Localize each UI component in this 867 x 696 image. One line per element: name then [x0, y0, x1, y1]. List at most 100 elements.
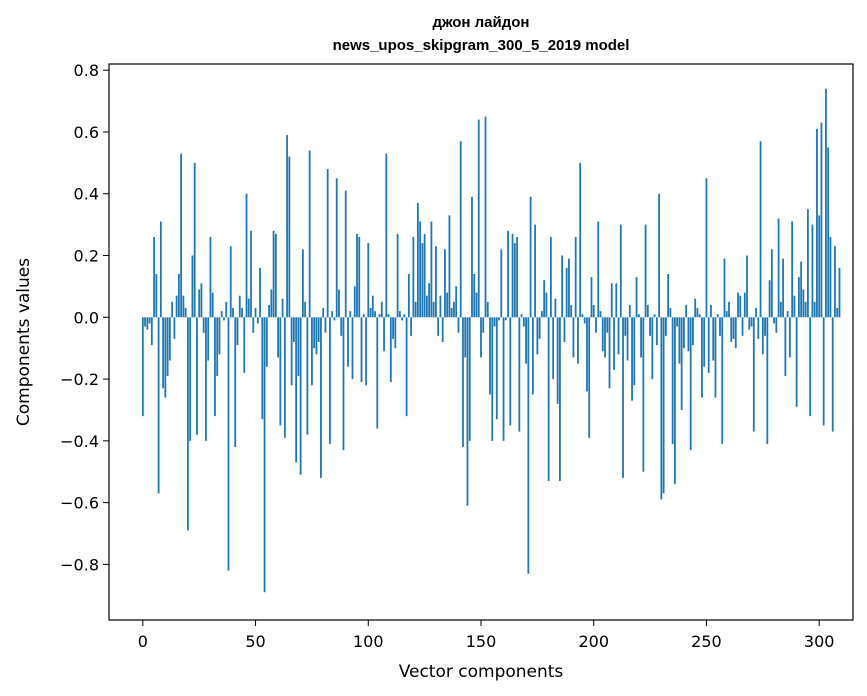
bar: [669, 308, 672, 318]
bar: [687, 317, 690, 352]
bar: [520, 314, 523, 318]
bar: [459, 141, 462, 318]
bar: [813, 301, 816, 318]
bar: [597, 221, 600, 318]
bar: [705, 178, 708, 318]
bar: [525, 317, 527, 364]
bar: [448, 215, 451, 318]
bar: [547, 317, 550, 481]
bar: [529, 196, 532, 318]
x-tick-label: 50: [245, 632, 265, 651]
bar: [380, 301, 383, 318]
bar: [793, 295, 796, 318]
y-tick-label: −0.8: [60, 555, 99, 574]
bar: [430, 221, 433, 318]
bar: [766, 317, 769, 444]
bar: [365, 317, 367, 386]
y-tick-label: −0.4: [60, 432, 99, 451]
bar: [376, 317, 379, 429]
bar: [786, 311, 789, 318]
bar: [153, 236, 155, 318]
bar: [286, 135, 289, 318]
bar: [252, 317, 255, 333]
bar: [755, 308, 757, 318]
bar: [353, 286, 356, 318]
bar: [552, 317, 555, 380]
bar: [797, 277, 800, 318]
bar: [818, 215, 821, 318]
bar: [570, 304, 573, 318]
bar: [141, 317, 144, 417]
bar: [791, 221, 794, 318]
bar: [313, 317, 316, 349]
bar: [640, 317, 642, 358]
bar: [509, 317, 512, 426]
bar: [750, 317, 753, 327]
bar: [396, 233, 399, 318]
bar: [784, 317, 787, 376]
bar: [836, 308, 839, 318]
bar: [782, 258, 785, 318]
bar: [254, 308, 257, 318]
bar: [649, 317, 651, 336]
bar: [619, 224, 622, 318]
bar: [205, 317, 207, 441]
bar: [723, 258, 726, 318]
bar: [435, 246, 437, 318]
bar: [631, 317, 633, 401]
bar: [196, 317, 198, 435]
bar: [829, 236, 832, 318]
y-tick-label: 0.8: [74, 61, 99, 80]
bar: [405, 317, 408, 417]
bar: [635, 277, 638, 318]
bar: [831, 317, 834, 432]
bar: [516, 236, 518, 318]
bar: [495, 317, 498, 420]
bar: [561, 255, 564, 318]
bar: [274, 233, 277, 318]
bar: [322, 308, 325, 318]
bar: [768, 280, 771, 318]
bar: [712, 317, 715, 361]
bar: [820, 122, 823, 318]
bar: [171, 301, 174, 318]
bar: [349, 311, 352, 318]
bar: [613, 317, 615, 370]
bar: [511, 233, 514, 318]
bar: [671, 317, 674, 444]
bar: [462, 317, 464, 448]
bar: [335, 178, 338, 318]
bar: [473, 274, 476, 318]
bar: [238, 295, 241, 318]
bar: [270, 289, 273, 318]
x-tick-label: 0: [138, 632, 148, 651]
bar: [371, 295, 374, 318]
bar: [234, 317, 237, 448]
bar: [531, 317, 534, 395]
bar: [471, 196, 473, 318]
bar: [637, 314, 640, 318]
bar: [464, 317, 467, 358]
bar: [538, 317, 541, 339]
x-tick-label: 250: [691, 632, 722, 651]
bar: [385, 153, 388, 318]
x-tick-label: 100: [353, 632, 384, 651]
bar: [502, 317, 505, 441]
bar: [211, 292, 214, 318]
bar: [261, 317, 264, 420]
y-tick-label: 0.2: [74, 247, 99, 266]
bar: [173, 317, 176, 339]
bar: [432, 301, 435, 318]
bar: [225, 301, 228, 318]
bar: [191, 255, 194, 318]
bar: [644, 224, 647, 318]
bar: [245, 193, 248, 318]
bar: [746, 255, 748, 318]
bar: [374, 311, 376, 318]
bar: [256, 317, 259, 324]
bar: [577, 317, 579, 364]
bar: [592, 304, 595, 318]
bar: [421, 243, 424, 318]
bar: [362, 314, 365, 318]
bar: [838, 267, 841, 318]
